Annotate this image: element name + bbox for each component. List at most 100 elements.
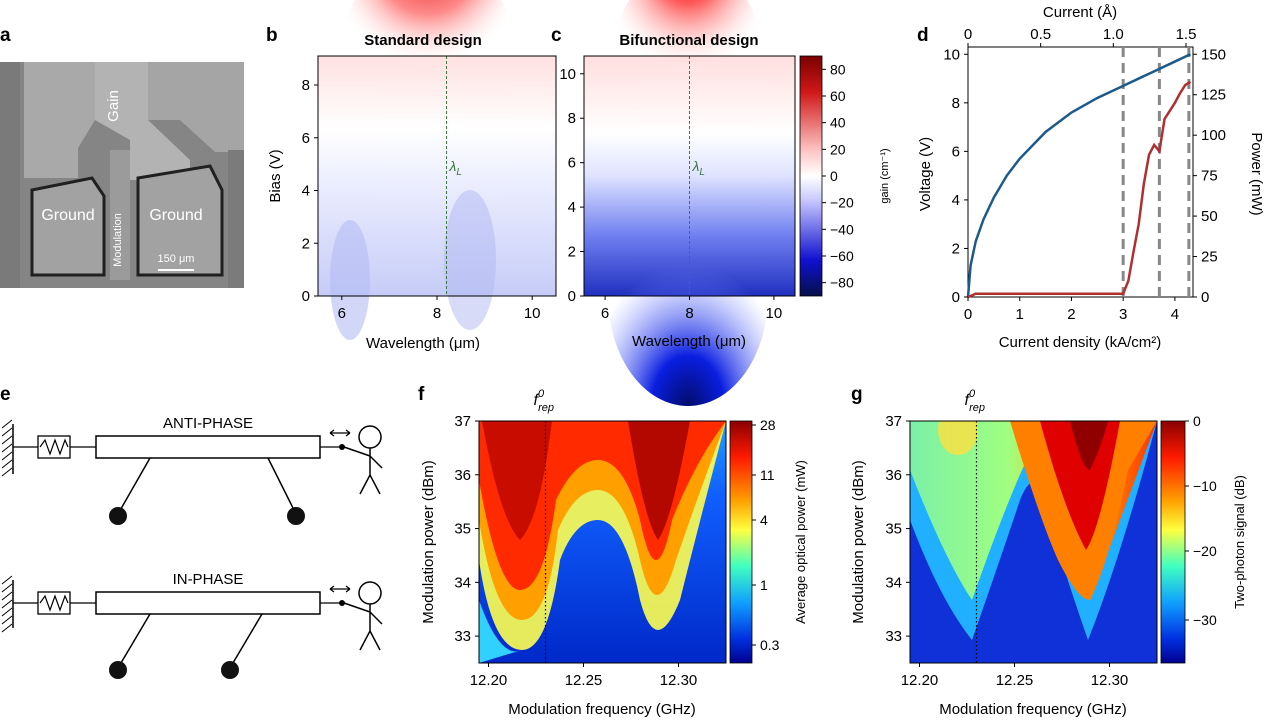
chart-d-y-tick-label: 8: [952, 95, 960, 112]
pendulum-ball-anti-left: [109, 507, 127, 525]
chart-b-y-tick-label: 4: [302, 183, 310, 200]
chart-d-y-tick-label: 4: [952, 192, 960, 209]
lambda-marker-label-c: λL: [692, 158, 705, 178]
chart-f-y-tick-label: 34: [454, 574, 471, 591]
chart-f-xlabel: Modulation frequency (GHz): [508, 701, 696, 718]
colorbar-f-tick-label: 4: [760, 512, 768, 528]
sem-modulation-strip: [110, 150, 130, 280]
stick-figure-head-icon: [358, 425, 382, 449]
chart-d-x-tick-label: 1: [1016, 306, 1024, 323]
sem-label-gain: Gain: [105, 90, 122, 122]
colorbar-gain-tick-label: 40: [830, 115, 846, 131]
chart-c-x-tick-label: 6: [601, 305, 609, 322]
colorbar-gain-tick-label: 60: [830, 88, 846, 104]
panel-letter-b: b: [266, 25, 278, 46]
label-in-phase: IN-PHASE: [173, 571, 244, 588]
frep-marker-label-g: f0 rep: [965, 388, 985, 414]
chart-b-title: Standard design: [364, 32, 482, 49]
chart-b-x-tick-label: 10: [524, 305, 541, 322]
sem-label-modulation: Modulation: [112, 213, 124, 267]
cavity-bar-in: [95, 591, 321, 615]
colorbar-gain-label: gain (cm⁻¹): [879, 148, 891, 203]
colorbar-gain-tick-label: 80: [830, 61, 846, 77]
colorbar-gain-tick-label: −20: [830, 195, 854, 211]
panel-g-heatmap: f0 rep 12.20 12.25 12.30 33 34 35 36 37 0 −10 −20 −3…: [850, 388, 1247, 718]
label-anti-phase: ANTI-PHASE: [163, 415, 253, 432]
chart-d-y-tick-label: 6: [952, 143, 960, 160]
chart-c-x-tick-label: 10: [766, 305, 783, 322]
sem-scale-bar-label: 150 μm: [158, 253, 195, 265]
double-arrow-icon: [329, 429, 351, 437]
heatmap-b-gain-peak: [338, 0, 518, 151]
colorbar-optical-power-label: Average optical power (mW): [793, 460, 808, 624]
chart-b-y-tick-label: 8: [302, 77, 310, 94]
chart-d-ylabel: Voltage (V): [917, 137, 934, 211]
chart-g-xlabel: Modulation frequency (GHz): [939, 701, 1127, 718]
chart-d-y-tick-label: 0: [952, 289, 960, 306]
chart-f-x-tick-label: 12.20: [470, 672, 508, 689]
chart-f-y-tick-label: 33: [454, 628, 471, 645]
chart-g-x-tick-label: 12.30: [1091, 672, 1129, 689]
sem-pad-gain: [95, 62, 190, 180]
chart-c-y-tick-label: 8: [568, 110, 576, 127]
colorbar-gain-tick-label: −40: [830, 221, 854, 237]
chart-d-x2-tick-label: 1.5: [1176, 26, 1197, 43]
panel-e-schematic: ANTI-PHASE IN-PHASE: [1, 415, 383, 679]
chart-c-title: Bifunctional design: [619, 32, 758, 49]
chart-d-y2-tick-label: 150: [1201, 46, 1226, 63]
chart-g-y-tick-label: 33: [885, 628, 902, 645]
schematic-anti-phase: ANTI-PHASE: [1, 415, 383, 525]
colorbar-g-tick-label: −30: [1193, 612, 1217, 628]
chart-d-x-tick-label: 0: [964, 306, 972, 323]
sem-label-ground-right: Ground: [149, 207, 202, 224]
chart-b-x-tick-label: 6: [338, 305, 346, 322]
colorbar-gain-tick-label: 20: [830, 141, 846, 157]
chart-g-y-tick-label: 36: [885, 467, 902, 484]
chart-d-x2label: Current (Å): [1043, 4, 1117, 21]
colorbar-g-tick-label: −20: [1193, 543, 1217, 559]
chart-f-x-tick-label: 12.25: [565, 672, 603, 689]
cavity-bar-anti: [95, 435, 321, 459]
chart-d-x2-tick-label: 1.0: [1103, 26, 1124, 43]
chart-d-x2-tick-label: 0.5: [1030, 26, 1051, 43]
colorbar-gain-tick-label: 0: [830, 168, 838, 184]
sem-pad-left-top: [24, 62, 95, 178]
series-voltage-line: [966, 53, 1191, 298]
chart-c-y-tick-label: 2: [568, 244, 576, 261]
colorbar-gain-tick-label: −60: [830, 248, 854, 264]
frep-marker-label-f: f0 rep: [534, 388, 554, 414]
chart-f-y-tick-label: 35: [454, 521, 471, 538]
chart-g-x-tick-label: 12.25: [996, 672, 1034, 689]
colorbar-gain: [799, 55, 823, 297]
sem-ground-right: [136, 164, 224, 277]
chart-d-y2-tick-label: 100: [1201, 127, 1226, 144]
panel-c-heatmap: λL Bifunctional design Wavelength (μm) 6…: [559, 0, 891, 406]
colorbar-two-photon: [1160, 420, 1186, 664]
chart-f-x-tick-label: 12.30: [660, 672, 698, 689]
spring-icon: [39, 438, 69, 456]
pendulum-ball-anti-right: [287, 507, 305, 525]
panel-letter-c: c: [551, 25, 562, 46]
spring-icon: [39, 594, 69, 612]
chart-f-y-tick-label: 37: [454, 413, 471, 430]
chart-c-y-tick-label: 4: [568, 199, 576, 216]
chart-b-ylabel: Bias (V): [267, 149, 284, 202]
chart-d-y2label: Power (mW): [1248, 132, 1264, 215]
colorbar-optical-power: [729, 420, 753, 664]
chart-d-y-tick-label: 2: [952, 240, 960, 257]
colorbar-two-photon-label: Two-photon signal (dB): [1232, 475, 1247, 609]
colorbar-f-tick-label: 1: [760, 577, 768, 593]
chart-g-y-tick-label: 34: [885, 574, 902, 591]
colorbar-f-tick-label: 11: [760, 467, 775, 483]
chart-g-y-tick-label: 37: [885, 413, 902, 430]
panel-letter-d: d: [917, 25, 929, 46]
panel-f-heatmap: f0 rep 12.20 12.25 12.30 33 34 35 36 37 28 11 4 1 0.3…: [420, 388, 808, 718]
panel-letter-f: f: [418, 384, 425, 405]
sem-pad-right-top: [148, 62, 244, 152]
chart-b-xlabel: Wavelength (μm): [366, 335, 480, 352]
heatmap-c-gain-peak: [613, 0, 763, 146]
chart-c-y-tick-label: 0: [568, 288, 576, 305]
pendulum-ball-in-right: [221, 661, 239, 679]
sem-ground-left: [30, 176, 106, 277]
